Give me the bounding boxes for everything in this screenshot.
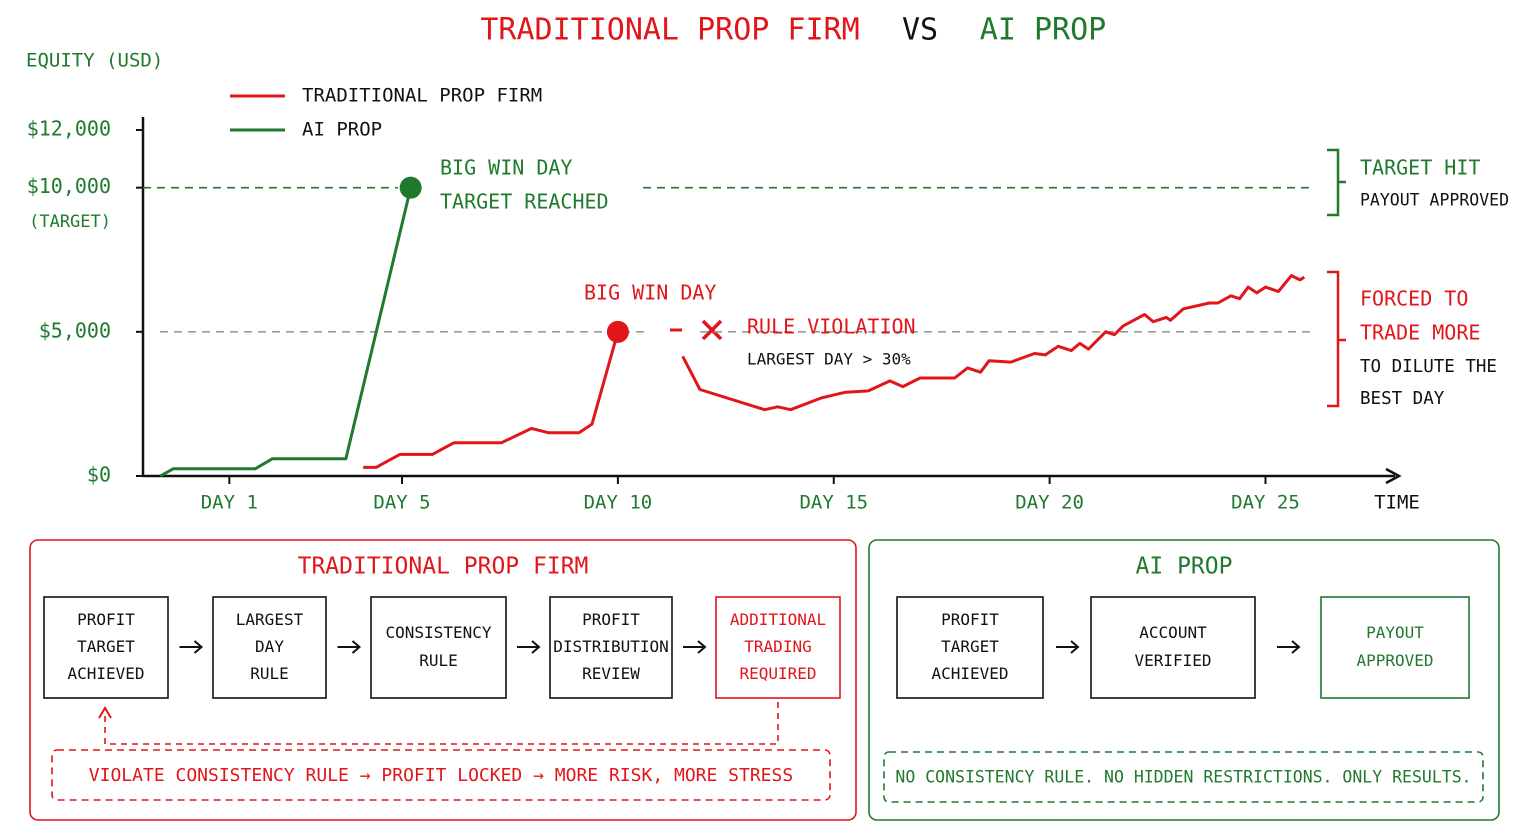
x-axis-arrow [1385,467,1402,485]
step-label: CONSISTENCY [386,623,492,642]
annotation: BIG WIN DAY [440,156,572,180]
step-label: PROFIT [941,610,999,629]
step-label: APPROVED [1356,651,1433,670]
note: VIOLATE CONSISTENCY RULE → PROFIT LOCKED… [89,765,793,786]
step-label: PROFIT [77,610,135,629]
step-label: DAY [255,637,284,656]
x-tick-label: DAY 5 [373,492,430,514]
x-tick-label: DAY 20 [1015,492,1084,514]
step-box [549,596,673,699]
step-box [896,596,1044,699]
step-label: TARGET [77,637,135,656]
step-box [212,596,327,699]
step-label: LARGEST [236,610,304,629]
step-label: TRADING [744,637,811,656]
annotation: RULE VIOLATION [747,315,916,339]
x-tick-label: DAY 1 [201,492,258,514]
step-box [715,596,841,699]
annotation: BEST DAY [1360,389,1445,409]
x-axis-label: TIME [1374,492,1420,514]
step-label: ACCOUNT [1139,623,1207,642]
x-tick-label: DAY 25 [1231,492,1300,514]
flow-arrow [179,640,204,654]
loop-arrow [104,702,779,745]
bracket [1327,148,1346,217]
y-tick-label: $10,000 [27,174,111,198]
step-box [370,596,507,699]
chart-title: AI PROP [980,13,1106,48]
step-label: RULE [419,651,458,670]
step-box [1320,596,1470,699]
step-label: ACHIEVED [931,664,1008,683]
y-axis-label: EQUITY (USD) [26,50,163,72]
note-box [883,751,1484,803]
step-label: PAYOUT [1366,623,1424,642]
step-label: PROFIT [582,610,640,629]
annotation: PAYOUT APPROVED [1360,191,1509,210]
note: NO CONSISTENCY RULE. NO HIDDEN RESTRICTI… [895,768,1471,787]
annotation: BIG WIN DAY [584,281,716,305]
step-label: VERIFIED [1134,651,1211,670]
series-line [159,187,413,478]
step-label: REVIEW [582,664,640,683]
big-win-marker [606,320,629,343]
annotation: FORCED TO [1360,287,1468,311]
legend-label: TRADITIONAL PROP FIRM [302,85,542,107]
flow-arrow [337,640,362,654]
panel [29,539,857,821]
chart-title: VS [902,13,938,48]
step-box [43,596,169,699]
series-line [363,274,1306,469]
step-box [1090,596,1256,699]
legend-label: AI PROP [302,119,382,141]
flow-arrow [1056,640,1080,654]
annotation: (TARGET) [29,212,111,232]
y-tick-label: $0 [87,463,111,487]
annotation: TRADE MORE [1360,321,1480,345]
big-win-marker [399,176,422,199]
annotation: TARGET HIT [1360,156,1480,180]
loop-arrowhead [98,706,112,719]
flow-arrow [1277,640,1301,654]
panel [868,539,1500,821]
step-label: DISTRIBUTION [553,637,669,656]
y-tick-label: $12,000 [27,117,111,141]
flow-arrow [683,640,707,654]
flow-arrow [517,640,541,654]
step-label: ADDITIONAL [730,610,826,629]
panel-title: TRADITIONAL PROP FIRM [298,554,589,580]
y-tick-label: $5,000 [39,318,111,342]
annotation: TO DILUTE THE [1360,357,1497,377]
violation-cross [701,319,723,341]
note-box [51,749,831,801]
step-label: TARGET [941,637,999,656]
annotation: TARGET REACHED [440,190,609,214]
annotation: LARGEST DAY > 30% [747,350,911,369]
step-label: REQUIRED [739,664,816,683]
x-tick-label: DAY 15 [799,492,868,514]
bracket [1327,270,1346,408]
panel-title: AI PROP [1136,554,1233,580]
step-label: ACHIEVED [67,664,144,683]
x-tick-label: DAY 10 [584,492,653,514]
chart-title: TRADITIONAL PROP FIRM [480,13,859,48]
step-label: RULE [250,664,289,683]
